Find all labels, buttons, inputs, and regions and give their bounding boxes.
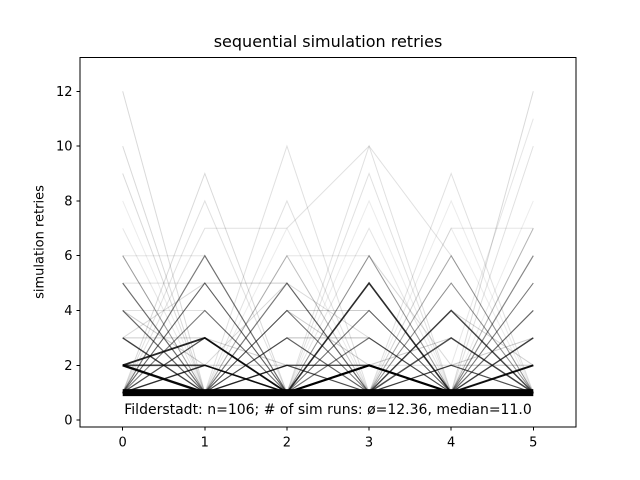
y-tick-label: 12	[56, 85, 73, 100]
y-tick-label: 2	[64, 359, 72, 374]
chart-title: sequential simulation retries	[213, 32, 443, 51]
x-tick-label: 2	[283, 436, 291, 451]
series-line	[122, 91, 534, 394]
series-line	[122, 145, 534, 393]
y-tick-label: 8	[64, 194, 72, 209]
axes-frame	[79, 57, 577, 428]
x-tick-label: 3	[365, 436, 373, 451]
x-tick-label: 1	[201, 436, 209, 451]
y-tick-label: 4	[64, 304, 72, 319]
y-axis-label: simulation retries	[32, 185, 48, 299]
x-tick-label: 0	[119, 436, 127, 451]
x-tick-label: 4	[447, 436, 455, 451]
series-line	[122, 91, 534, 394]
y-tick-label: 10	[56, 140, 73, 155]
y-tick-label: 6	[64, 249, 72, 264]
annotation-text: Filderstadt: n=106; # of sim runs: ø=12.…	[124, 402, 532, 418]
y-tick-label: 0	[64, 414, 72, 429]
x-tick-label: 5	[529, 436, 537, 451]
